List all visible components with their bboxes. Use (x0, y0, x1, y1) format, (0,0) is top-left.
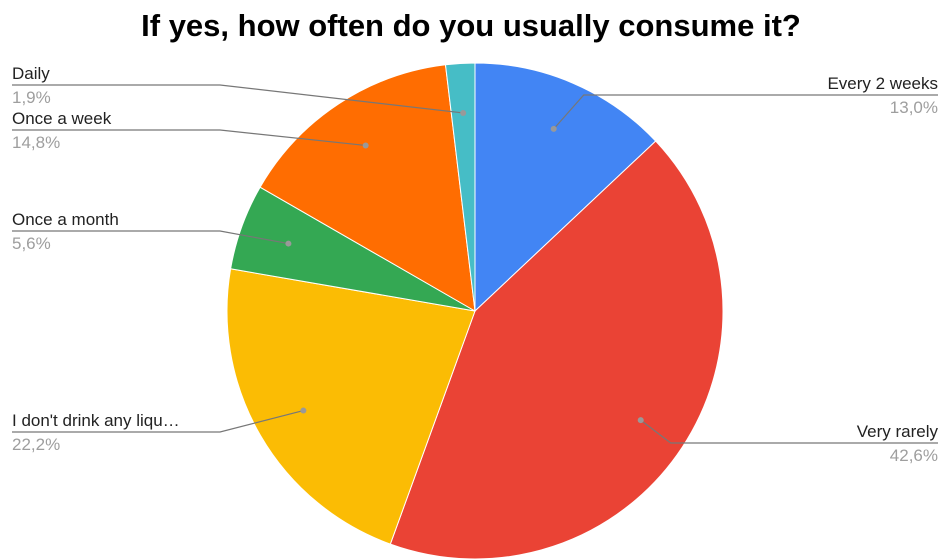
slice-label-once-a-week: Once a week 14,8% (12, 109, 369, 152)
slice-label-daily: Daily 1,9% (12, 64, 467, 116)
pie-slice-once-a-week (259, 64, 476, 312)
pie-slice-i-don-t-drink-any-liqu (226, 268, 476, 545)
slice-category-label: Every 2 weeks (827, 74, 938, 93)
leader-line (12, 230, 289, 245)
labels-layer: Every 2 weeks 13,0% Very rarely 42,6% I don'… (12, 64, 938, 465)
slice-label-every-2-weeks: Every 2 weeks 13,0% (550, 74, 938, 132)
slice-category-label: Very rarely (857, 422, 939, 441)
slice-category-label: Once a month (12, 210, 119, 229)
slice-label-once-a-month: Once a month 5,6% (12, 210, 292, 253)
slice-percent-label: 5,6% (12, 234, 51, 253)
slice-category-label: Daily (12, 64, 50, 83)
leader-line (640, 419, 938, 444)
leader-dot (550, 125, 557, 132)
leader-line (553, 94, 938, 130)
leader-line (12, 84, 464, 114)
chart-title: If yes, how often do you usually consume… (141, 8, 801, 43)
leader-dot (300, 407, 307, 414)
leader-dot (460, 109, 467, 116)
leader-dot (285, 240, 292, 247)
slice-category-label: Once a week (12, 109, 112, 128)
leader-line (12, 129, 366, 147)
slice-label-very-rarely: Very rarely 42,6% (637, 417, 939, 465)
leader-dot (362, 142, 369, 149)
pie-slice-every-2-weeks (474, 62, 657, 313)
leader-line (12, 409, 304, 433)
slice-percent-label: 42,6% (890, 446, 938, 465)
slice-category-label: I don't drink any liqu… (12, 411, 180, 430)
slice-percent-label: 14,8% (12, 133, 60, 152)
leader-dot (637, 417, 644, 424)
slice-label-i-don-t-drink-any-liqu: I don't drink any liqu… 22,2% (12, 407, 307, 454)
slices-layer (226, 62, 724, 559)
pie-slice-daily (444, 62, 476, 312)
slice-percent-label: 1,9% (12, 88, 51, 107)
slice-percent-label: 13,0% (890, 98, 938, 117)
slice-percent-label: 22,2% (12, 435, 60, 454)
